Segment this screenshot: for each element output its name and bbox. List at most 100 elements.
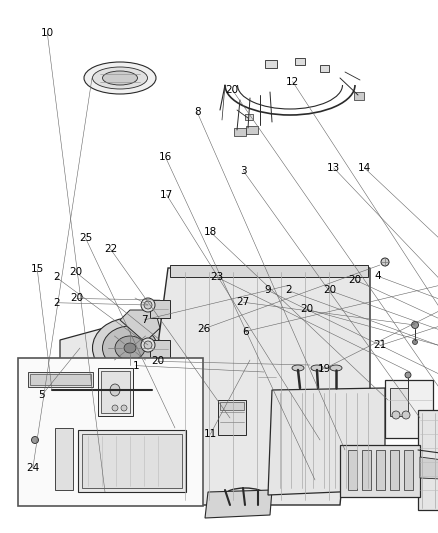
Ellipse shape [112, 405, 118, 411]
Bar [30, 374, 91, 385]
Text: 8: 8 [194, 107, 201, 117]
Bar [376, 450, 385, 490]
Text: 3: 3 [240, 166, 247, 175]
Bar [220, 402, 244, 410]
Text: 16: 16 [159, 152, 172, 162]
Ellipse shape [392, 411, 400, 419]
Text: 5: 5 [38, 391, 45, 400]
Text: 20: 20 [300, 304, 313, 314]
Text: 9: 9 [265, 286, 272, 295]
Text: 12: 12 [286, 77, 299, 86]
Text: 4: 4 [374, 271, 381, 281]
Text: 20: 20 [323, 286, 336, 295]
Ellipse shape [176, 422, 190, 442]
Text: 27: 27 [237, 297, 250, 307]
Text: 20: 20 [348, 275, 361, 285]
Polygon shape [205, 490, 272, 518]
Ellipse shape [102, 71, 138, 85]
Text: 20: 20 [226, 85, 239, 94]
Bar [265, 60, 277, 68]
Ellipse shape [110, 384, 120, 396]
Text: 22: 22 [104, 244, 117, 254]
Ellipse shape [144, 341, 152, 349]
Text: 2: 2 [285, 286, 292, 295]
Ellipse shape [115, 336, 145, 360]
Polygon shape [120, 310, 160, 342]
Ellipse shape [413, 340, 417, 344]
Ellipse shape [330, 365, 342, 371]
Bar [340, 445, 420, 497]
Text: 25: 25 [79, 233, 92, 243]
Bar [295, 58, 305, 65]
Bar [98, 368, 133, 416]
Text: 20: 20 [69, 267, 82, 277]
Bar [390, 450, 399, 490]
Bar [218, 400, 246, 435]
Ellipse shape [311, 365, 323, 371]
Text: 13: 13 [327, 163, 340, 173]
Ellipse shape [180, 449, 186, 455]
Ellipse shape [53, 386, 63, 393]
Ellipse shape [411, 321, 418, 328]
Text: 10: 10 [41, 28, 54, 38]
Bar [404, 450, 413, 490]
Bar [18, 358, 203, 506]
Bar [55, 428, 73, 490]
Ellipse shape [92, 67, 148, 89]
Ellipse shape [402, 411, 410, 419]
Bar [362, 450, 371, 490]
Text: 23: 23 [210, 272, 223, 282]
Ellipse shape [144, 301, 152, 309]
Text: 19: 19 [318, 364, 331, 374]
Bar [246, 126, 258, 134]
Ellipse shape [84, 62, 156, 94]
Bar [168, 418, 198, 460]
Bar [418, 410, 438, 510]
Polygon shape [60, 310, 185, 385]
Ellipse shape [381, 258, 389, 266]
Text: 7: 7 [141, 315, 148, 325]
Ellipse shape [124, 343, 136, 353]
Polygon shape [420, 457, 438, 480]
Ellipse shape [405, 372, 411, 378]
Bar [261, 368, 273, 384]
Polygon shape [268, 388, 385, 495]
Ellipse shape [121, 405, 127, 411]
Ellipse shape [102, 326, 158, 370]
Text: 20: 20 [70, 294, 83, 303]
Bar [385, 380, 433, 438]
Bar [245, 114, 253, 120]
Polygon shape [152, 268, 370, 505]
Ellipse shape [92, 318, 167, 378]
Text: 15: 15 [31, 264, 44, 274]
Bar [354, 92, 364, 100]
Ellipse shape [141, 338, 155, 352]
Text: 2: 2 [53, 272, 60, 282]
Ellipse shape [180, 428, 186, 436]
Bar [320, 65, 329, 72]
Bar [150, 300, 170, 318]
Text: 17: 17 [160, 190, 173, 199]
Bar [258, 365, 276, 387]
Ellipse shape [32, 437, 39, 443]
Text: 21: 21 [374, 341, 387, 350]
Text: 6: 6 [242, 327, 249, 336]
Bar [28, 372, 93, 387]
Bar [234, 128, 246, 136]
Ellipse shape [141, 298, 155, 312]
Text: 2: 2 [53, 298, 60, 308]
Bar [82, 434, 182, 488]
Bar [348, 450, 357, 490]
Bar [101, 371, 130, 413]
Ellipse shape [292, 365, 304, 371]
Text: 1: 1 [132, 361, 139, 370]
Text: 24: 24 [26, 463, 39, 473]
Text: 11: 11 [204, 430, 217, 439]
Ellipse shape [141, 387, 149, 393]
Text: 18: 18 [204, 227, 217, 237]
Bar [78, 430, 186, 492]
Bar [390, 388, 408, 416]
Text: 14: 14 [358, 163, 371, 173]
Bar [170, 265, 368, 277]
Bar [150, 340, 170, 358]
